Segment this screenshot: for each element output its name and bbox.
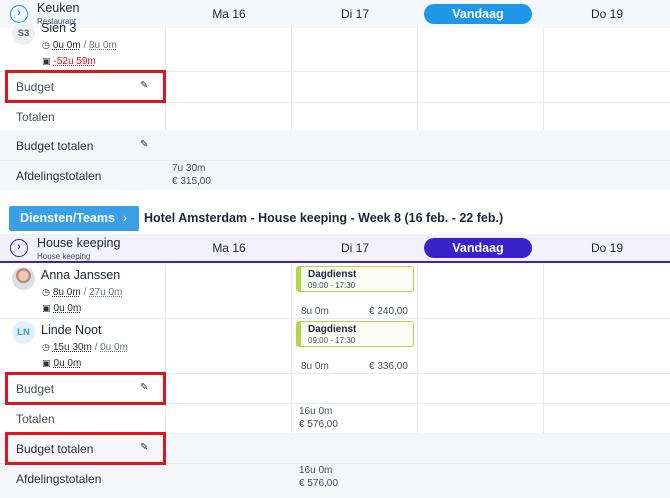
shift-title: Dagdienst	[308, 269, 357, 280]
shift-card[interactable]: Dagdienst 09:00 - 17:30	[296, 266, 414, 292]
pencil-icon[interactable]: ✎	[140, 80, 149, 91]
budget-row-label: Budget	[16, 382, 55, 396]
totalen-row-label: Totalen	[16, 412, 55, 426]
employee-name[interactable]: Sien 3	[41, 21, 77, 35]
shift-title: Dagdienst	[308, 324, 357, 335]
employee-name[interactable]: Linde Noot	[41, 323, 102, 337]
avatar: LN	[12, 321, 35, 344]
totalen-hours: 16u 0m	[299, 406, 333, 417]
afdeling-hours: 16u 0m	[299, 465, 333, 476]
pencil-icon[interactable]: ✎	[140, 442, 149, 453]
balance-icon: ▣	[42, 56, 51, 66]
afdeling-hours: 7u 30m	[172, 163, 206, 174]
clock-icon: ◷	[42, 40, 50, 50]
department-header-keuken: › Keuken Restaurant Ma 16 Di 17 Vandaag …	[0, 0, 670, 28]
highlight-box	[5, 432, 166, 465]
employee-hours: ◷ 0u 0m / 8u 0m	[42, 40, 117, 51]
totalen-cost: € 576,00	[299, 419, 338, 430]
highlight-box	[5, 372, 166, 405]
totalen-row-label: Totalen	[16, 110, 55, 124]
day-header-mon[interactable]: Ma 16	[212, 241, 246, 255]
employee-balance: ▣ -52u 59m	[42, 56, 96, 67]
week-title: Hotel Amsterdam - House keeping - Week 8…	[144, 211, 504, 225]
pencil-icon[interactable]: ✎	[140, 382, 149, 393]
shift-time: 09:00 - 17:30	[308, 336, 356, 345]
highlight-box	[5, 70, 166, 103]
afdeling-cost: € 576,00	[299, 478, 338, 489]
day-header-thu[interactable]: Do 19	[590, 241, 624, 255]
afdelingstotalen-row-label: Afdelingstotalen	[16, 169, 102, 183]
clock-icon: ◷	[42, 342, 50, 352]
day-header-thu[interactable]: Do 19	[590, 7, 624, 21]
department-subtitle: Restaurant	[37, 17, 77, 26]
expand-toggle-icon[interactable]: ›	[10, 239, 28, 257]
shift-hours: 8u 0m	[301, 361, 329, 372]
budget-totalen-row-label: Budget totalen	[16, 442, 94, 456]
expand-toggle-icon[interactable]: ›	[10, 5, 28, 23]
shift-time: 09:00 - 17:30	[308, 281, 356, 290]
department-subtitle: House keeping	[37, 252, 91, 261]
day-header-mon[interactable]: Ma 16	[212, 7, 246, 21]
day-header-tue[interactable]: Di 17	[340, 7, 369, 21]
afdelingstotalen-row-label: Afdelingstotalen	[16, 472, 102, 486]
department-header-housekeeping: › House keeping House keeping Ma 16 Di 1…	[0, 234, 670, 263]
balance-icon: ▣	[42, 303, 51, 313]
budget-row-label: Budget	[16, 80, 55, 94]
diensten-teams-button[interactable]: Diensten/Teams ›	[9, 206, 139, 231]
chevron-right-icon: ›	[122, 211, 127, 225]
avatar	[12, 267, 35, 290]
shift-cost: € 240,00	[369, 306, 408, 317]
day-header-today[interactable]: Vandaag	[424, 238, 532, 258]
balance-icon: ▣	[42, 358, 51, 368]
shift-hours: 8u 0m	[301, 306, 329, 317]
day-header-tue[interactable]: Di 17	[340, 241, 369, 255]
shift-cost: € 336,00	[369, 361, 408, 372]
avatar: S3	[12, 22, 35, 45]
pencil-icon[interactable]: ✎	[140, 139, 149, 150]
clock-icon: ◷	[42, 287, 50, 297]
shift-card[interactable]: Dagdienst 09:00 - 17:30	[296, 321, 414, 347]
afdeling-cost: € 315,00	[172, 176, 211, 187]
department-title: House keeping	[37, 236, 121, 250]
employee-hours: ◷ 8u 0m / 27u 0m	[42, 287, 123, 298]
department-title: Keuken	[37, 1, 80, 15]
employee-name[interactable]: Anna Janssen	[41, 268, 121, 282]
budget-totalen-row-label: Budget totalen	[16, 139, 94, 153]
employee-hours: ◷ 15u 30m / 0u 0m	[42, 342, 128, 353]
employee-balance: ▣ 0u 0m	[42, 358, 82, 369]
day-header-today[interactable]: Vandaag	[424, 4, 532, 24]
employee-balance: ▣ 0u 0m	[42, 303, 82, 314]
